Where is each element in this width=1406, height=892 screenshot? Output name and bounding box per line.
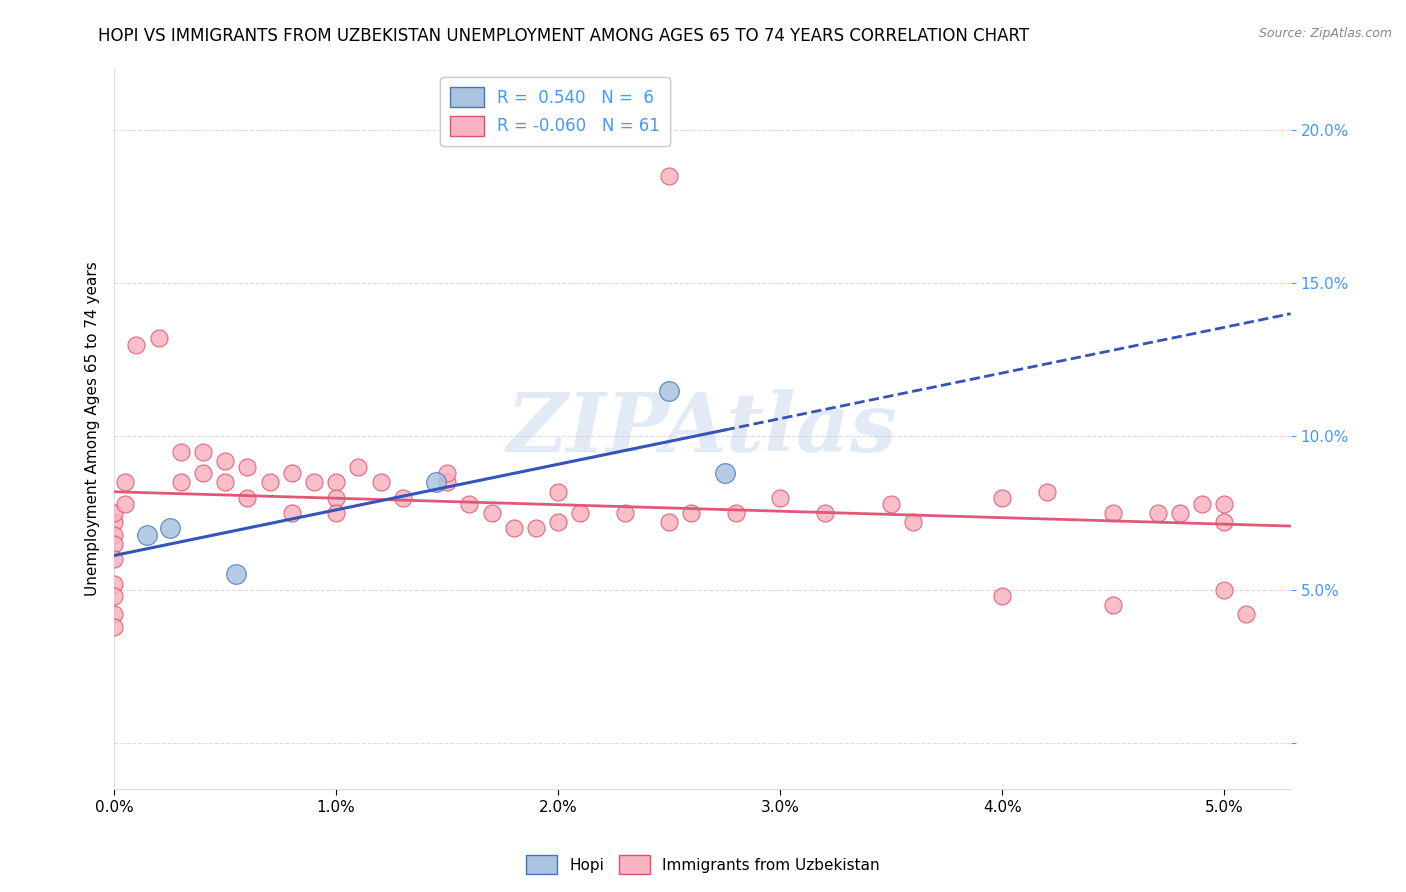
Point	[236, 491, 259, 505]
Point	[502, 521, 524, 535]
Point	[103, 537, 125, 551]
Legend: R =  0.540   N =  6, R = -0.060   N = 61: R = 0.540 N = 6, R = -0.060 N = 61	[440, 77, 669, 146]
Point	[458, 497, 481, 511]
Point	[148, 331, 170, 345]
Point	[991, 491, 1014, 505]
Point	[214, 475, 236, 490]
Point	[880, 497, 903, 511]
Point	[813, 506, 835, 520]
Point	[103, 607, 125, 622]
Point	[713, 467, 735, 481]
Point	[325, 506, 347, 520]
Point	[170, 445, 193, 459]
Point	[281, 506, 304, 520]
Point	[103, 589, 125, 603]
Point	[370, 475, 392, 490]
Point	[1213, 516, 1236, 530]
Point	[681, 506, 703, 520]
Point	[547, 516, 569, 530]
Point	[1168, 506, 1191, 520]
Point	[524, 521, 547, 535]
Point	[103, 576, 125, 591]
Point	[481, 506, 503, 520]
Point	[103, 619, 125, 633]
Y-axis label: Unemployment Among Ages 65 to 74 years: Unemployment Among Ages 65 to 74 years	[86, 261, 100, 596]
Point	[103, 552, 125, 566]
Point	[191, 467, 214, 481]
Point	[1234, 607, 1257, 622]
Point	[658, 384, 681, 398]
Point	[103, 516, 125, 530]
Legend: Hopi, Immigrants from Uzbekistan: Hopi, Immigrants from Uzbekistan	[520, 849, 886, 880]
Point	[170, 475, 193, 490]
Point	[347, 460, 370, 475]
Point	[302, 475, 325, 490]
Point	[724, 506, 747, 520]
Point	[425, 475, 447, 490]
Point	[325, 491, 347, 505]
Point	[159, 521, 181, 535]
Point	[436, 475, 458, 490]
Point	[1191, 497, 1213, 511]
Point	[1213, 582, 1236, 597]
Point	[114, 497, 136, 511]
Point	[903, 516, 925, 530]
Text: HOPI VS IMMIGRANTS FROM UZBEKISTAN UNEMPLOYMENT AMONG AGES 65 TO 74 YEARS CORREL: HOPI VS IMMIGRANTS FROM UZBEKISTAN UNEMP…	[98, 27, 1029, 45]
Point	[391, 491, 413, 505]
Point	[281, 467, 304, 481]
Point	[658, 169, 681, 183]
Point	[1146, 506, 1168, 520]
Point	[1102, 598, 1125, 612]
Point	[1035, 484, 1057, 499]
Point	[191, 445, 214, 459]
Point	[1213, 497, 1236, 511]
Point	[613, 506, 636, 520]
Point	[991, 589, 1014, 603]
Point	[547, 484, 569, 499]
Point	[103, 527, 125, 541]
Point	[136, 527, 159, 541]
Point	[236, 460, 259, 475]
Point	[114, 475, 136, 490]
Point	[214, 454, 236, 468]
Point	[125, 337, 148, 351]
Point	[658, 516, 681, 530]
Point	[769, 491, 792, 505]
Point	[436, 467, 458, 481]
Text: Source: ZipAtlas.com: Source: ZipAtlas.com	[1258, 27, 1392, 40]
Point	[325, 475, 347, 490]
Text: ZIPAtlas: ZIPAtlas	[508, 389, 898, 469]
Point	[569, 506, 592, 520]
Point	[225, 567, 247, 582]
Point	[259, 475, 281, 490]
Point	[103, 506, 125, 520]
Point	[1102, 506, 1125, 520]
